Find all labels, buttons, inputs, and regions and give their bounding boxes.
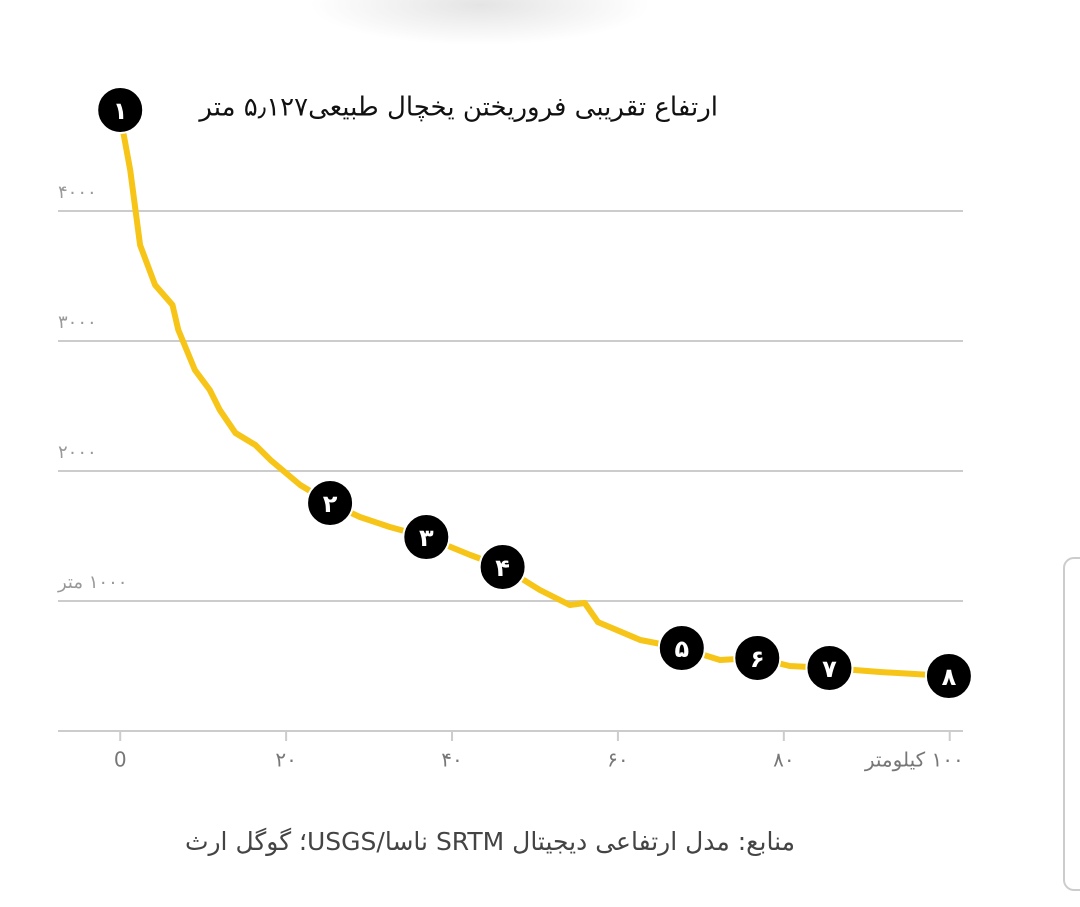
x-tick-label: ۶۰: [607, 748, 628, 772]
point-marker: [805, 643, 854, 692]
point-marker: [657, 624, 706, 673]
y-tick-label: ۱۰۰۰ متر: [57, 572, 127, 593]
y-tick-label: ۳۰۰۰: [58, 312, 97, 333]
annotation: ارتفاع تقریبی فروریختن یخچال طبیعی۵٫۱۲۷ …: [197, 93, 718, 123]
marker-label: ۷: [822, 655, 837, 683]
source: منابع: مدل ارتفاعی دیجیتال SRTM ناسا/USG…: [185, 827, 795, 857]
x-tick-label: ۲۰: [275, 748, 296, 772]
x-tick-label: ۴۰: [441, 748, 462, 772]
marker-label: ۲: [323, 490, 338, 518]
point-marker: [96, 85, 145, 134]
point-marker: [478, 542, 527, 591]
point-marker: [733, 633, 782, 682]
marker-label: ۵: [674, 635, 689, 663]
marker-label: ۳: [419, 524, 434, 552]
background-image: [310, 0, 650, 45]
marker-label: ۶: [750, 645, 765, 673]
y-tick-label: ۴۰۰۰: [58, 182, 97, 203]
point-marker: [402, 513, 451, 562]
x-tick-label: 0: [114, 748, 127, 772]
y-tick-label: ۲۰۰۰: [58, 442, 97, 463]
elevation-line: [118, 124, 950, 679]
marker-label: ۱: [113, 97, 128, 125]
marker-label: ۴: [495, 554, 510, 582]
side-panel: [1063, 557, 1080, 891]
point-marker: [306, 478, 355, 527]
x-tick-label: ۸۰: [773, 748, 794, 772]
point-marker: [924, 652, 973, 701]
marker-label: ۸: [942, 663, 957, 691]
x-tick-label: ۱۰۰ کیلومتر: [864, 748, 964, 772]
